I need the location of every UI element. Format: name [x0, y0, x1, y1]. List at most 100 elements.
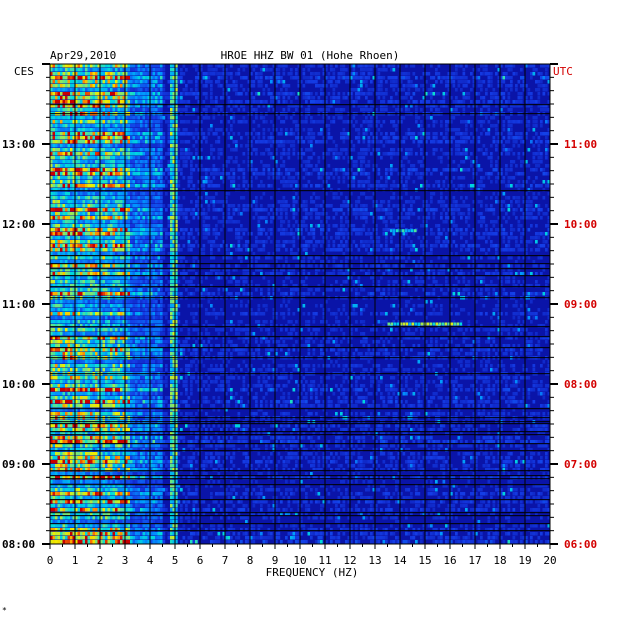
- spectrogram-cell: [55, 224, 58, 228]
- spectrogram-cell: [290, 68, 293, 72]
- spectrogram-cell: [122, 172, 126, 176]
- spectrogram-cell: [197, 100, 201, 104]
- spectrogram-cell: [260, 196, 263, 200]
- spectrogram-cell: [305, 208, 308, 212]
- spectrogram-cell: [282, 228, 286, 232]
- spectrogram-cell: [122, 124, 126, 128]
- spectrogram-cell: [160, 88, 163, 92]
- spectrogram-cell: [107, 96, 111, 100]
- spectrogram-cell: [330, 100, 333, 104]
- spectrogram-cell: [400, 148, 403, 152]
- spectrogram-cell: [267, 108, 271, 112]
- spectrogram-cell: [132, 212, 136, 216]
- spectrogram-cell: [462, 120, 466, 124]
- spectrogram-cell: [97, 64, 101, 68]
- spectrogram-cell: [110, 124, 113, 128]
- spectrogram-cell: [65, 168, 68, 172]
- spectrogram-cell: [262, 184, 266, 188]
- spectrogram-cell: [180, 172, 183, 176]
- spectrogram-cell: [77, 184, 81, 188]
- spectrogram-cell: [175, 192, 178, 196]
- spectrogram-cell: [202, 220, 206, 224]
- spectrogram-cell: [152, 212, 156, 216]
- spectrogram-cell: [270, 172, 273, 176]
- spectrogram-cell: [540, 80, 543, 84]
- spectrogram-cell: [415, 108, 418, 112]
- spectrogram-cell: [547, 100, 550, 104]
- spectrogram-cell: [392, 204, 396, 208]
- spectrogram-cell: [285, 132, 288, 136]
- spectrogram-cell: [272, 72, 276, 76]
- spectrogram-cell: [502, 176, 506, 180]
- spectrogram-cell: [325, 104, 328, 108]
- spectrogram-cell: [270, 96, 273, 100]
- spectrogram-cell: [520, 96, 523, 100]
- spectrogram-cell: [130, 216, 133, 220]
- spectrogram-cell: [532, 124, 536, 128]
- spectrogram-cell: [180, 212, 183, 216]
- spectrogram-cell: [242, 204, 246, 208]
- spectrogram-cell: [160, 148, 163, 152]
- spectrogram-cell: [402, 204, 406, 208]
- spectrogram-cell: [65, 68, 68, 72]
- spectrogram-cell: [347, 156, 351, 160]
- spectrogram-cell: [252, 64, 256, 68]
- spectrogram-cell: [125, 72, 128, 76]
- spectrogram-cell: [532, 68, 536, 72]
- spectrogram-cell: [382, 136, 386, 140]
- spectrogram-cell: [225, 200, 228, 204]
- spectrogram-cell: [82, 168, 86, 172]
- spectrogram-cell: [90, 92, 93, 96]
- spectrogram-cell: [365, 92, 368, 96]
- spectrogram-cell: [72, 128, 76, 132]
- spectrogram-cell: [122, 168, 126, 172]
- spectrogram-cell: [220, 220, 223, 224]
- spectrogram-cell: [530, 108, 533, 112]
- spectrogram-cell: [185, 68, 188, 72]
- spectrogram-cell: [65, 164, 68, 168]
- spectrogram-cell: [105, 92, 108, 96]
- spectrogram-cell: [52, 148, 56, 152]
- spectrogram-cell: [502, 72, 506, 76]
- spectrogram-cell: [80, 160, 83, 164]
- spectrogram-cell: [87, 76, 91, 80]
- spectrogram-cell: [57, 68, 61, 72]
- spectrogram-cell: [490, 208, 493, 212]
- spectrogram-cell: [182, 216, 186, 220]
- spectrogram-cell: [522, 80, 526, 84]
- spectrogram-cell: [207, 168, 211, 172]
- spectrogram-cell: [395, 136, 398, 140]
- spectrogram-cell: [65, 64, 68, 68]
- spectrogram-cell: [175, 136, 178, 140]
- spectrogram-cell: [70, 128, 73, 132]
- spectrogram-cell: [430, 196, 433, 200]
- spectrogram-cell: [62, 96, 66, 100]
- spectrogram-cell: [72, 124, 76, 128]
- spectrogram-cell: [82, 128, 86, 132]
- spectrogram-cell: [287, 204, 291, 208]
- spectrogram-cell: [230, 72, 233, 76]
- spectrogram-cell: [205, 108, 208, 112]
- spectrogram-cell: [105, 172, 108, 176]
- spectrogram-cell: [57, 72, 61, 76]
- spectrogram-cell: [50, 204, 53, 208]
- spectrogram-cell: [95, 68, 98, 72]
- spectrogram-cell: [277, 132, 281, 136]
- spectrogram-cell: [395, 128, 398, 132]
- spectrogram-cell: [57, 104, 61, 108]
- spectrogram-cell: [240, 84, 243, 88]
- spectrogram-cell: [60, 80, 63, 84]
- spectrogram-cell: [445, 136, 448, 140]
- spectrogram-cell: [497, 76, 501, 80]
- spectrogram-cell: [317, 176, 321, 180]
- spectrogram-cell: [415, 116, 418, 120]
- spectrogram-cell: [262, 100, 266, 104]
- spectrogram-cell: [127, 208, 131, 212]
- spectrogram-cell: [160, 132, 163, 136]
- spectrogram-cell: [200, 64, 203, 68]
- spectrogram-cell: [417, 132, 421, 136]
- spectrogram-cell: [472, 160, 476, 164]
- spectrogram-cell: [127, 80, 131, 84]
- spectrogram-cell: [55, 232, 58, 236]
- spectrogram-cell: [177, 208, 181, 212]
